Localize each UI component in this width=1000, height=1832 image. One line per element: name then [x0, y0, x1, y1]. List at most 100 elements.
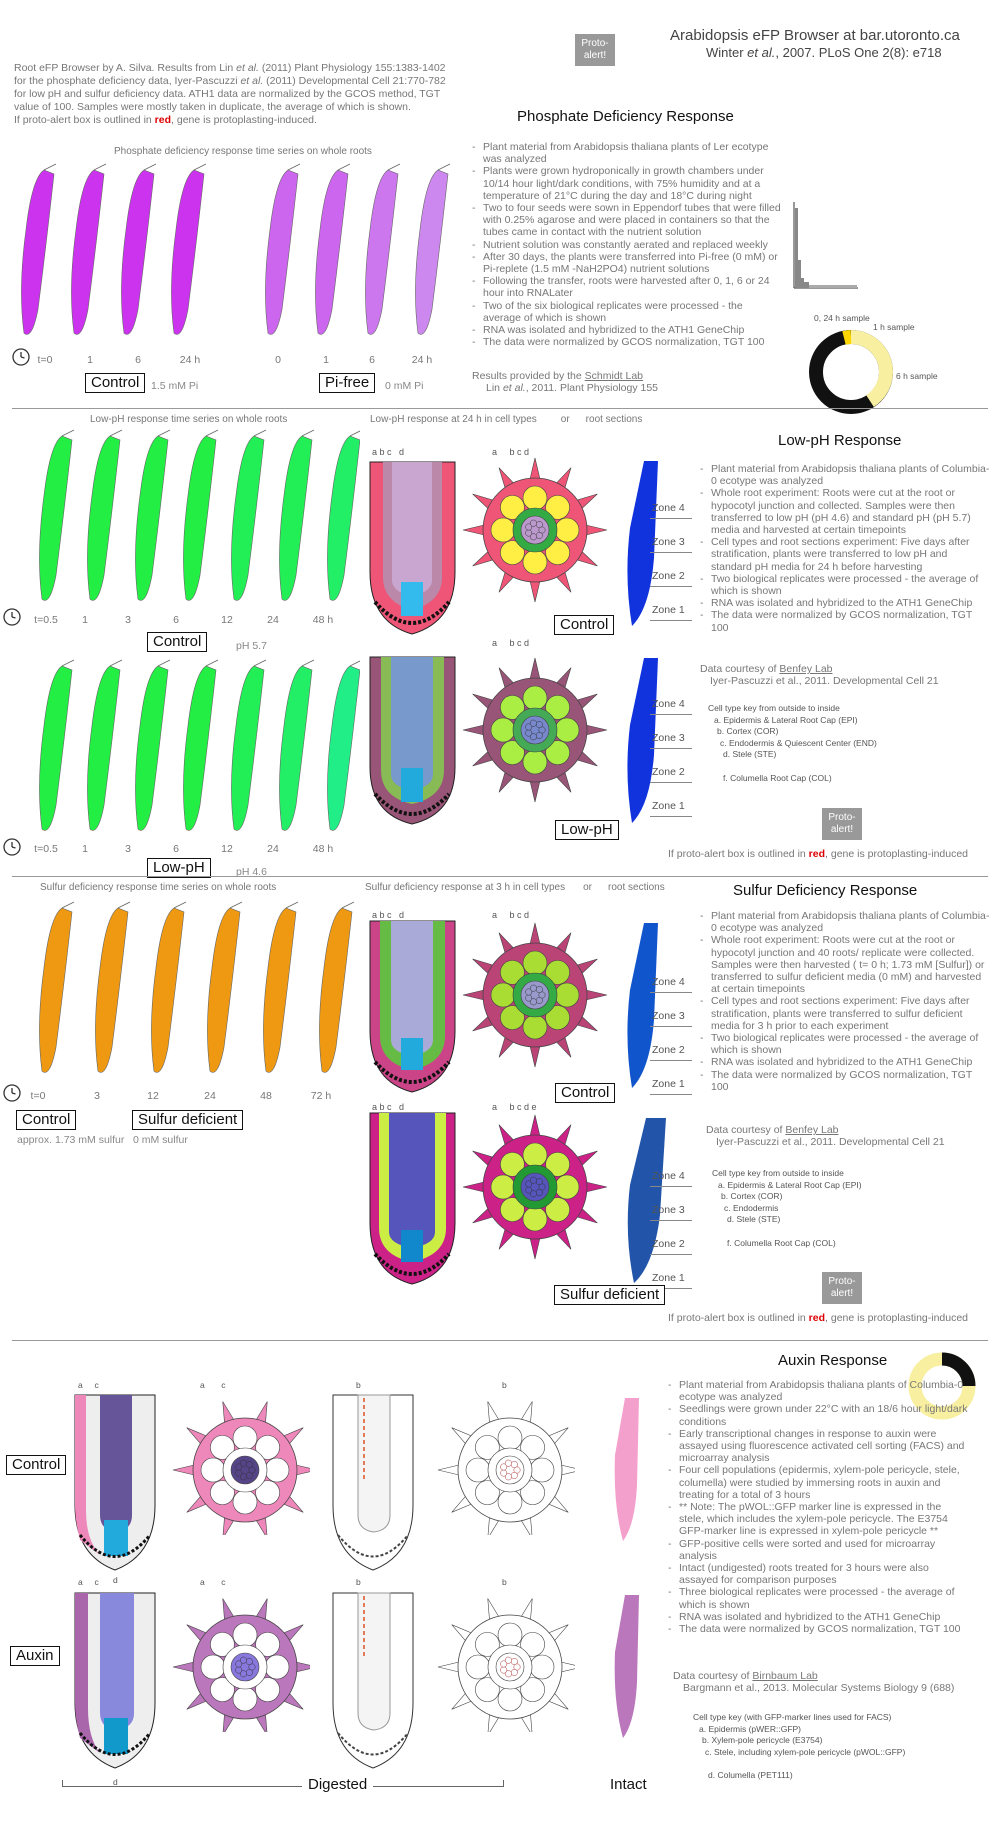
- sulfur-control-cross-section: [462, 922, 608, 1068]
- root-stem-line: [301, 659, 315, 667]
- stele-cell: [245, 1472, 253, 1479]
- whole-root-lowph-control-0: [39, 435, 73, 601]
- phosphate-title: Phosphate Deficiency Response: [517, 108, 734, 125]
- sulfur-cells-text: Sulfur deficiency response at 3 h in cel…: [365, 882, 566, 893]
- zone-divider: [650, 1060, 692, 1061]
- cortex-cell: [500, 1005, 525, 1030]
- stele-cell: [510, 1658, 518, 1665]
- sulfur-sections-text: root sections: [608, 882, 665, 893]
- sulfur-deficient-cross-section: [462, 1114, 608, 1260]
- auxin-notes: Plant material from Arabidopsis thaliana…: [668, 1379, 968, 1635]
- cortex-cell: [545, 1197, 570, 1222]
- lowph-lowph-tick: 24: [267, 843, 279, 855]
- cortex-cell: [522, 749, 548, 775]
- cortex-cell: [210, 1480, 235, 1505]
- or-text: or: [583, 882, 593, 893]
- sulfur-section-deficient-label[interactable]: Sulfur deficient: [554, 1285, 666, 1305]
- sulfur-control-label[interactable]: Control: [16, 1110, 77, 1130]
- whole-root-lowph-lowph-1: [87, 665, 121, 831]
- note-item: The data were normalized by GCOS normali…: [700, 1069, 990, 1093]
- sulfur-courtesy: Data courtesy of Benfey Lab Iyer-Pascuzz…: [706, 1124, 945, 1148]
- cortex-cell: [255, 1435, 280, 1460]
- sample-donut: [809, 330, 894, 414]
- benfey-lab-link[interactable]: Benfey Lab: [785, 1124, 839, 1136]
- phosphate-control-note: 1.5 mM Pi: [151, 380, 199, 392]
- auxin-control-root-tip: [74, 1394, 156, 1571]
- cortex-cell: [497, 1686, 523, 1712]
- cortex-cell: [545, 495, 570, 520]
- cell-key-item: f. Columella Root Cap (COL): [727, 1237, 836, 1248]
- sulfur-tick: 48: [260, 1090, 272, 1102]
- note-item: The data were normalized by GCOS normali…: [668, 1623, 968, 1635]
- auxin-control-label[interactable]: Control: [6, 1455, 67, 1475]
- cortex-cell: [545, 960, 570, 985]
- note-item: Following the transfer, roots were harve…: [472, 275, 782, 299]
- whole-root-sulfur-1: [95, 907, 129, 1073]
- auxin-auxin-label[interactable]: Auxin: [10, 1646, 60, 1666]
- intro-line: If proto-alert box is outlined in: [14, 114, 155, 126]
- stele-cell: [239, 1656, 247, 1664]
- lowph-control-tick: t=0.5: [34, 614, 58, 626]
- cell-key-item: c. Endodermis & Quiescent Center (END): [720, 737, 877, 748]
- sulfur-title: Sulfur Deficiency Response: [733, 882, 918, 899]
- birnbaum-lab-link[interactable]: Birnbaum Lab: [752, 1670, 818, 1682]
- zone-label: Zone 1: [652, 604, 685, 616]
- stele-cell: [538, 526, 546, 534]
- zone-divider: [650, 816, 692, 817]
- stele-cell: [500, 1666, 508, 1674]
- stele-cell: [529, 984, 537, 992]
- lowph-courtesy: Data courtesy of Benfey Lab Iyer-Pascuzz…: [700, 663, 939, 687]
- cortex-cell: [529, 1654, 555, 1680]
- lowph-roots: [39, 429, 360, 831]
- lowph-section-control-label[interactable]: Control: [554, 615, 615, 635]
- note-item: Seedlings were grown under 22°C with an …: [668, 1403, 968, 1427]
- cortex-cell: [545, 740, 570, 765]
- root-stem-line: [349, 660, 360, 667]
- benfey-lab-link[interactable]: Benfey Lab: [779, 663, 833, 675]
- note-item: Two biological replicates were processed…: [700, 1032, 990, 1056]
- lowph-section-lowph-label[interactable]: Low-pH: [555, 820, 619, 840]
- sulfur-section-control-label[interactable]: Control: [555, 1083, 616, 1103]
- cortex-cell: [210, 1677, 235, 1702]
- cortex-cell: [520, 1435, 545, 1460]
- zone-divider: [650, 586, 692, 587]
- sulfur-footer: If proto-alert box is outlined in red, g…: [668, 1312, 968, 1324]
- sulfur-cell-key: Cell type key from outside to inside a. E…: [712, 1168, 862, 1249]
- cortex-cell: [554, 982, 580, 1008]
- sulfur-tick: 3: [94, 1090, 100, 1102]
- lowph-control-tick: 6: [173, 614, 179, 626]
- phosphate-control-tick: 24 h: [179, 354, 201, 366]
- whole-root-lowph-lowph-5: [279, 665, 313, 831]
- auxin-letters: a c: [78, 1577, 99, 1587]
- phosphate-pifree-label[interactable]: Pi-free: [319, 373, 376, 393]
- stele-cell: [525, 723, 533, 731]
- footer-text-end: , gene is protoplasting-induced: [825, 848, 969, 860]
- section-divider: [12, 876, 988, 877]
- root-stem-line: [387, 163, 401, 171]
- phosphate-control-tick: 1: [87, 354, 93, 366]
- schmidt-lab-link[interactable]: Schmidt Lab: [584, 370, 644, 382]
- root-stem-line: [285, 901, 299, 909]
- courtesy-text: Data courtesy of: [673, 1670, 753, 1682]
- stele-cell: [513, 1663, 521, 1671]
- stele-cell: [510, 1461, 518, 1468]
- cell-key-item: a. Epidermis & Lateral Root Cap (EPI): [714, 714, 858, 725]
- lowph-lowph-tick: 6: [173, 843, 179, 855]
- cell-key-item: a. Epidermis & Lateral Root Cap (EPI): [718, 1179, 862, 1190]
- stele-cell: [235, 1463, 243, 1471]
- lowph-lowph-label[interactable]: Low-pH: [147, 858, 211, 878]
- intact-label: Intact: [610, 1776, 647, 1793]
- sulfur-deficient-label[interactable]: Sulfur deficient: [132, 1110, 244, 1130]
- lowph-lowph-tick: 1: [82, 843, 88, 855]
- footer-red-word: red: [808, 848, 826, 860]
- cortex-cell: [264, 1457, 290, 1483]
- cortex-cell: [475, 1435, 500, 1460]
- results-cite-etal: et al.: [502, 382, 526, 395]
- phosphate-control-label[interactable]: Control: [85, 373, 146, 393]
- zone-label: Zone 3: [652, 732, 685, 744]
- zone-label: Zone 2: [652, 766, 685, 778]
- phosphate-control-tick: 6: [135, 354, 141, 366]
- clock-icon: [12, 348, 30, 366]
- courtesy-text: Data courtesy of: [706, 1124, 786, 1136]
- lowph-control-label[interactable]: Control: [147, 632, 208, 652]
